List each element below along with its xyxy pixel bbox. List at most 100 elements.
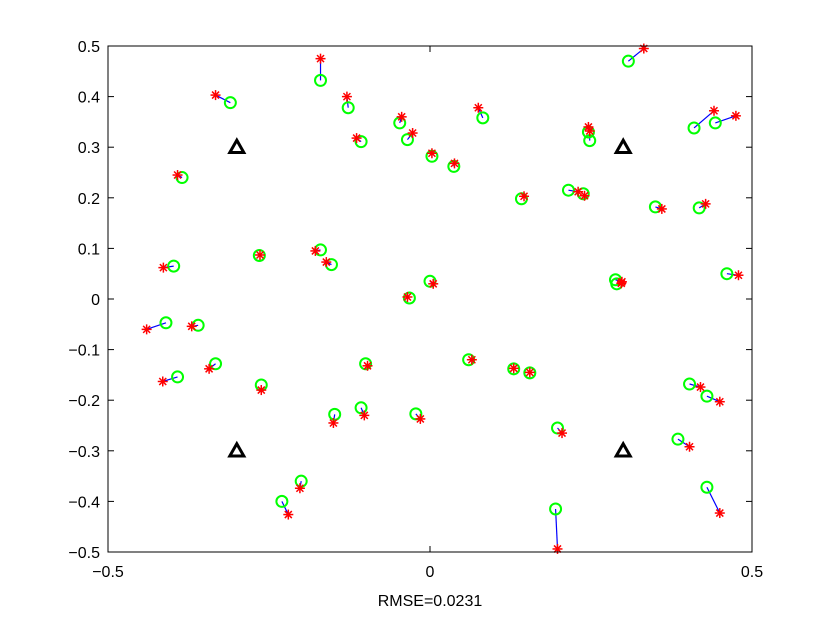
estimate-point xyxy=(683,377,697,391)
true-point xyxy=(714,508,725,519)
true-point xyxy=(396,111,407,122)
true-point-stroke xyxy=(416,414,425,423)
estimate-point xyxy=(359,357,373,371)
y-tick-label: 0.5 xyxy=(78,39,100,56)
true-point-stroke xyxy=(701,199,710,208)
estimate-point xyxy=(700,480,714,494)
true-point xyxy=(359,410,370,421)
true-point-stroke xyxy=(142,325,151,334)
estimate-point xyxy=(692,201,706,215)
y-tick-label: −0.2 xyxy=(68,393,100,410)
estimate-point xyxy=(700,389,714,403)
true-point-stroke xyxy=(403,292,412,302)
y-tick-label: 0.3 xyxy=(78,140,100,157)
true-point xyxy=(341,91,352,102)
estimate-point xyxy=(171,370,185,384)
estimate-point xyxy=(621,54,635,68)
true-point xyxy=(310,245,321,256)
true-point-stroke xyxy=(450,159,459,168)
true-point xyxy=(638,43,649,54)
true-point-stroke xyxy=(316,54,325,63)
anchor-triangle xyxy=(227,137,247,154)
estimate-point xyxy=(159,316,173,330)
error-line xyxy=(146,322,167,330)
true-point-stroke xyxy=(159,263,168,272)
estimate-point xyxy=(341,101,355,115)
true-point-stroke xyxy=(257,386,266,395)
anchor-triangle xyxy=(227,440,247,458)
true-point-stroke xyxy=(474,103,483,112)
true-point-stroke xyxy=(519,192,529,201)
true-point-stroke xyxy=(173,170,182,180)
error-line xyxy=(215,94,231,104)
true-point xyxy=(473,102,484,113)
true-point xyxy=(449,158,460,169)
true-point-stroke xyxy=(696,383,705,392)
true-point xyxy=(466,354,477,365)
true-point-stroke xyxy=(525,368,534,377)
y-tick-label: 0.1 xyxy=(78,241,100,258)
true-point xyxy=(407,128,418,139)
true-point xyxy=(256,385,267,396)
true-point xyxy=(695,382,706,393)
true-point-stroke xyxy=(363,361,372,370)
true-point xyxy=(351,133,362,144)
true-point xyxy=(579,190,590,201)
true-point xyxy=(557,428,568,439)
true-point xyxy=(508,363,519,374)
true-point xyxy=(141,324,152,335)
true-point xyxy=(524,367,535,378)
true-point-stroke xyxy=(408,129,417,138)
true-point-stroke xyxy=(734,271,743,280)
true-point-stroke xyxy=(397,112,406,121)
true-point xyxy=(709,105,720,116)
true-point-stroke xyxy=(187,322,196,331)
true-point xyxy=(730,110,741,121)
true-point-stroke xyxy=(329,418,338,428)
true-point-stroke xyxy=(509,364,518,373)
true-point-stroke xyxy=(427,149,436,158)
true-point-stroke xyxy=(617,279,626,288)
true-point-stroke xyxy=(284,510,293,519)
estimate-point xyxy=(549,502,563,516)
true-point-stroke xyxy=(360,411,369,420)
true-point-stroke xyxy=(158,377,167,386)
true-point xyxy=(415,413,426,424)
y-tick-label: 0.2 xyxy=(78,191,100,208)
true-point-stroke xyxy=(584,122,593,131)
true-point xyxy=(402,291,413,302)
true-point-stroke xyxy=(715,397,724,406)
true-point-stroke xyxy=(709,106,719,115)
estimate-point xyxy=(314,73,328,87)
estimate-point xyxy=(671,432,685,446)
error-line xyxy=(554,508,559,549)
true-point xyxy=(573,186,584,197)
true-point xyxy=(210,90,221,101)
true-point-stroke xyxy=(553,544,562,553)
y-tick-label: −0.5 xyxy=(68,545,100,562)
estimate-point xyxy=(648,200,662,214)
true-point xyxy=(428,278,439,289)
true-point-stroke xyxy=(685,442,694,451)
axes: −0.5 0 0.5 −0.5 −0.4 −0.3 −0.2 −0.1 0 0.1 0.2 0.3 0.… xyxy=(68,39,763,581)
true-point-stroke xyxy=(467,355,476,364)
y-tick-label: −0.4 xyxy=(68,494,100,511)
estimate-point xyxy=(175,171,189,185)
error-line xyxy=(162,376,178,383)
y-tick-label: −0.3 xyxy=(68,444,100,461)
estimate-point xyxy=(223,96,237,110)
x-tick-label: 0 xyxy=(426,564,435,581)
estimate-point xyxy=(687,121,701,135)
estimate-point xyxy=(275,494,289,508)
true-point-stroke xyxy=(585,126,594,136)
estimate-point xyxy=(476,111,490,125)
true-point-stroke xyxy=(557,429,567,438)
estimate-point xyxy=(354,135,368,149)
y-tick-label: 0.4 xyxy=(78,90,100,107)
true-point-stroke xyxy=(657,204,666,213)
true-point xyxy=(254,249,265,260)
true-point xyxy=(700,198,711,209)
true-point-stroke xyxy=(342,92,351,101)
true-point-stroke xyxy=(211,91,220,100)
